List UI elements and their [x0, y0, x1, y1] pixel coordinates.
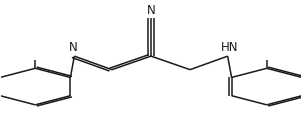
Text: HN: HN — [220, 41, 238, 54]
Text: N: N — [147, 4, 155, 17]
Text: N: N — [69, 41, 77, 54]
